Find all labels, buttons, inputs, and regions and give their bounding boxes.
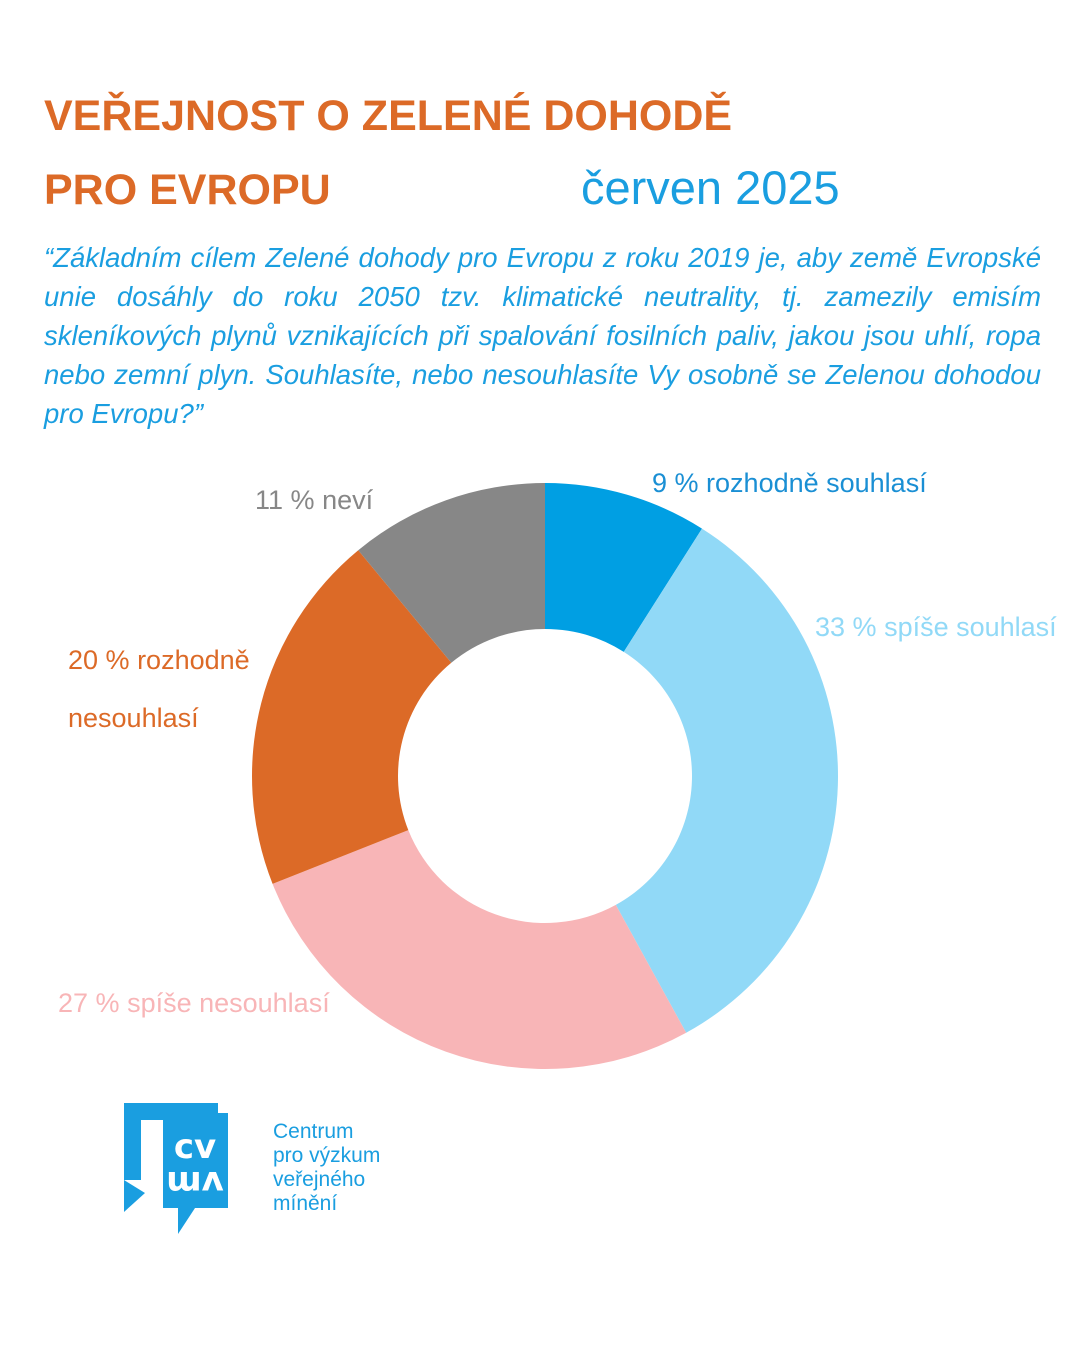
slice	[272, 830, 687, 1069]
slice-label: 20 % rozhodně nesouhlasí	[68, 631, 288, 747]
logo-line: mínění	[273, 1192, 338, 1215]
slice-label: 27 % spíše nesouhlasí	[58, 974, 330, 1032]
slice-label: 9 % rozhodně souhlasí	[652, 454, 927, 512]
title: PRO EVROPU	[44, 166, 331, 214]
category-label: spíše nesouhlasí	[127, 988, 330, 1018]
question: “Základním cílem Zelené dohody pro Evrop…	[44, 242, 1041, 429]
logo-bubble	[163, 1113, 228, 1234]
logo-line: veřejného	[273, 1168, 366, 1191]
value-label: 27 %	[58, 988, 120, 1018]
value-label: 20 %	[68, 645, 130, 675]
logo-mark: cv	[174, 1127, 216, 1167]
slice-label: 11 % neví	[255, 471, 373, 529]
logo-line: pro výzkum	[273, 1144, 381, 1167]
logo-icon: cv vm	[124, 1103, 228, 1234]
category-label: neví	[322, 485, 374, 515]
logo-mark: vm	[166, 1163, 224, 1203]
value-label: 9 %	[652, 468, 699, 498]
title: VEŘEJNOST O ZELENÉ DOHODĚ	[44, 92, 733, 140]
slice	[545, 483, 702, 652]
category-label: rozhodně souhlasí	[706, 468, 927, 498]
slice	[615, 528, 838, 1033]
value-label: 33 %	[815, 612, 877, 642]
slice	[252, 550, 452, 884]
subtitle: červen 2025	[581, 161, 840, 214]
logo-line: Centrum	[273, 1120, 354, 1143]
logo-bubble	[124, 1180, 145, 1212]
value-label: 11 %	[255, 485, 315, 515]
category-label: spíše souhlasí	[884, 612, 1057, 642]
category-label: rozhodně nesouhlasí	[68, 645, 250, 733]
slice	[358, 483, 545, 663]
logo-text: Centrum pro výzkum veřejného mínění	[273, 1120, 380, 1216]
slice-label: 33 % spíše souhlasí	[815, 598, 1057, 656]
